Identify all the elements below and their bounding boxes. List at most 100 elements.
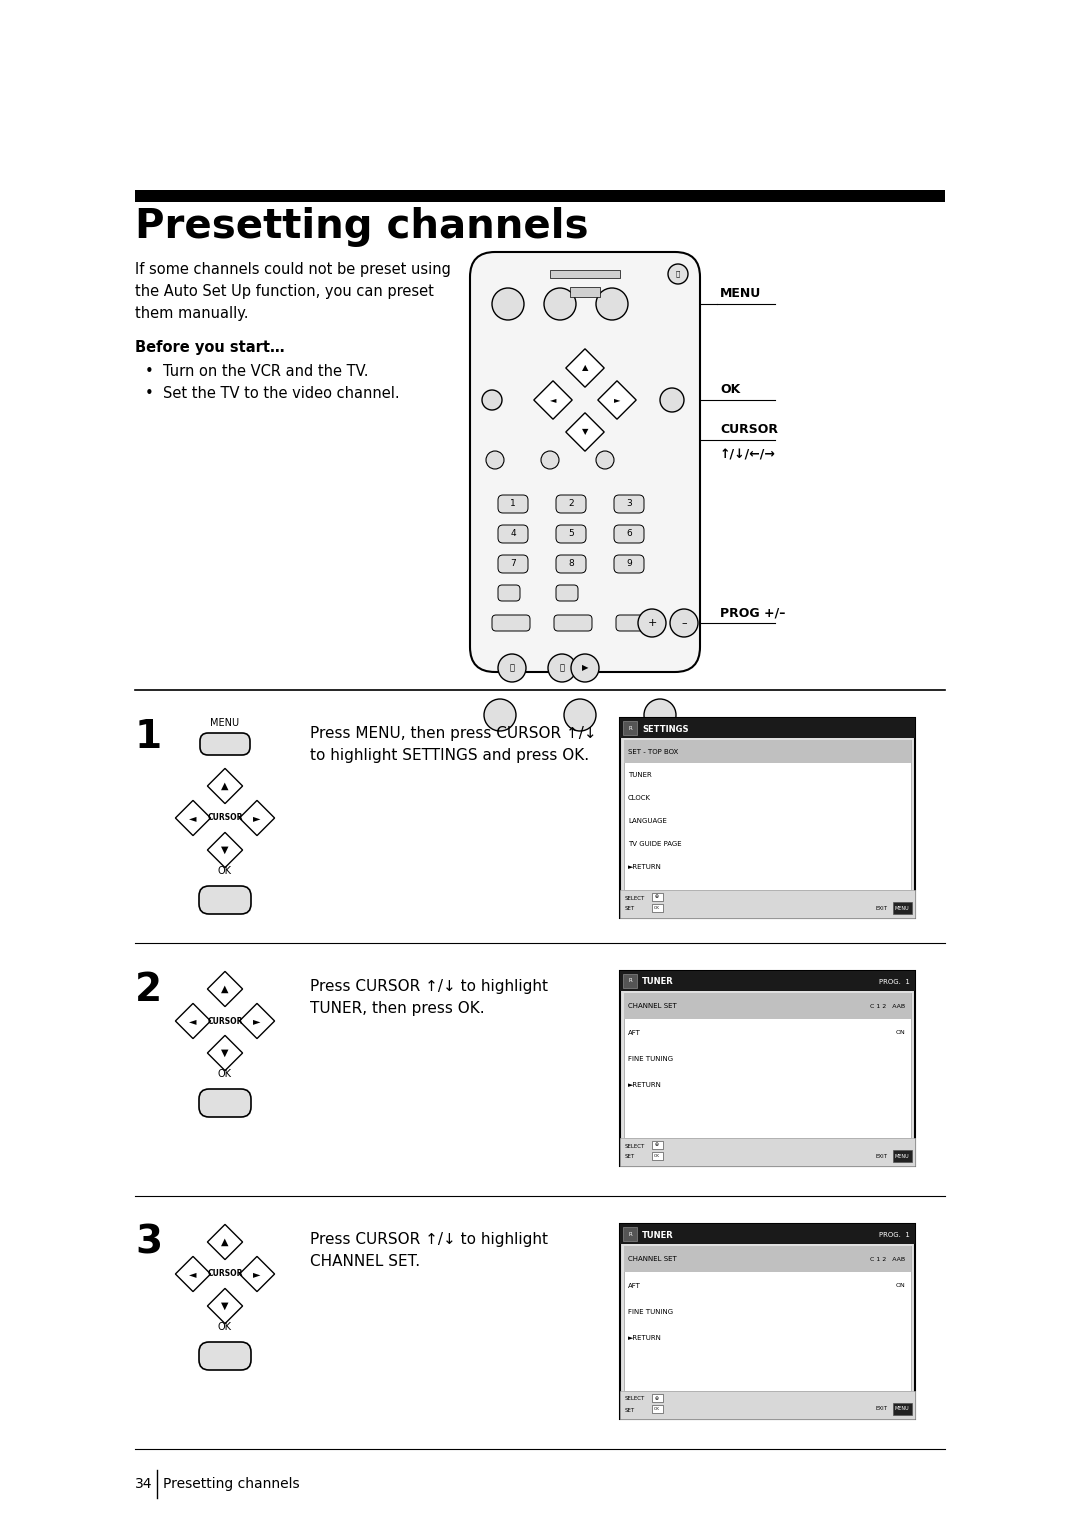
Circle shape [564, 698, 596, 730]
Text: MENU: MENU [894, 906, 909, 911]
Circle shape [596, 451, 615, 469]
Text: ON: ON [895, 1030, 905, 1034]
Polygon shape [207, 1288, 243, 1323]
Text: AFT: AFT [627, 1282, 640, 1288]
Text: ▲: ▲ [221, 781, 229, 792]
Bar [620, 889, 915, 918]
Text: OK: OK [218, 866, 232, 876]
Text: SELECT: SELECT [625, 895, 645, 900]
Text: AFT: AFT [627, 1030, 640, 1036]
Text: SET: SET [625, 1407, 635, 1412]
FancyBboxPatch shape [200, 733, 249, 755]
Circle shape [541, 451, 559, 469]
FancyBboxPatch shape [470, 252, 700, 672]
Text: ⊕: ⊕ [654, 1143, 659, 1148]
Bar [893, 902, 912, 914]
Bar [652, 1141, 663, 1149]
FancyBboxPatch shape [615, 495, 644, 513]
Text: CURSOR: CURSOR [207, 1016, 243, 1025]
FancyBboxPatch shape [498, 526, 528, 542]
Bar [624, 993, 912, 1019]
Bar [570, 287, 600, 296]
Text: ►: ► [253, 1268, 260, 1279]
Polygon shape [240, 801, 274, 836]
Bar [620, 718, 915, 738]
Text: ◄: ◄ [189, 1016, 197, 1025]
Text: Presetting channels: Presetting channels [163, 1478, 299, 1491]
Circle shape [670, 610, 698, 637]
Text: OK: OK [218, 1070, 232, 1079]
Text: TV GUIDE PAGE: TV GUIDE PAGE [627, 840, 681, 847]
Text: Press CURSOR ↑/↓ to highlight
CHANNEL SET.: Press CURSOR ↑/↓ to highlight CHANNEL SE… [310, 1232, 548, 1270]
Bar [652, 1394, 663, 1403]
Text: Before you start…: Before you start… [135, 341, 285, 354]
FancyBboxPatch shape [199, 1342, 251, 1371]
Circle shape [492, 287, 524, 319]
Bar [623, 973, 637, 989]
Text: 3: 3 [626, 500, 632, 509]
Text: LANGUAGE: LANGUAGE [627, 817, 666, 824]
Text: SETTINGS: SETTINGS [642, 724, 689, 733]
Text: SET: SET [625, 906, 635, 912]
Polygon shape [534, 380, 572, 419]
Text: Presetting channels: Presetting channels [135, 206, 589, 248]
Polygon shape [566, 413, 604, 451]
Text: CHANNEL SET: CHANNEL SET [627, 1256, 677, 1262]
FancyBboxPatch shape [498, 555, 528, 573]
FancyBboxPatch shape [492, 614, 530, 631]
FancyBboxPatch shape [615, 526, 644, 542]
Polygon shape [175, 801, 211, 836]
Bar [550, 270, 620, 278]
Bar [620, 1138, 915, 1166]
Text: ►RETURN: ►RETURN [627, 1082, 662, 1088]
Circle shape [484, 698, 516, 730]
FancyBboxPatch shape [554, 614, 592, 631]
Text: CURSOR: CURSOR [207, 1270, 243, 1279]
Text: TUNER: TUNER [642, 978, 674, 987]
Bar [652, 1152, 663, 1160]
Text: ◄: ◄ [550, 396, 556, 405]
FancyBboxPatch shape [556, 585, 578, 601]
Circle shape [571, 654, 599, 681]
Text: 4: 4 [510, 530, 516, 538]
Text: 6: 6 [626, 530, 632, 538]
Circle shape [644, 698, 676, 730]
Circle shape [548, 654, 576, 681]
Text: OK: OK [654, 1154, 660, 1158]
Text: +: + [647, 617, 657, 628]
Polygon shape [240, 1004, 274, 1039]
Bar [620, 718, 915, 918]
Text: ⊕: ⊕ [654, 1395, 659, 1401]
Text: 7: 7 [510, 559, 516, 568]
Text: ▼: ▼ [221, 1300, 229, 1311]
Text: ↑/↓/←/→: ↑/↓/←/→ [720, 448, 775, 461]
Text: ON: ON [895, 1284, 905, 1288]
Text: MENU: MENU [211, 718, 240, 727]
Text: 2: 2 [135, 970, 162, 1008]
Text: EXIT: EXIT [875, 906, 887, 911]
Text: ▲: ▲ [221, 1238, 229, 1247]
Text: –: – [681, 617, 687, 628]
Polygon shape [598, 380, 636, 419]
Bar [620, 970, 915, 1166]
Text: MENU: MENU [894, 1406, 909, 1412]
Polygon shape [175, 1256, 211, 1291]
Bar [620, 970, 915, 992]
Text: C 1 2   AAB: C 1 2 AAB [869, 1256, 905, 1262]
Text: EXIT: EXIT [875, 1154, 887, 1158]
Text: ▶: ▶ [582, 663, 589, 672]
Text: SET: SET [625, 1155, 635, 1160]
Text: SET - TOP BOX: SET - TOP BOX [627, 749, 678, 755]
Text: ▼: ▼ [221, 845, 229, 856]
Text: C 1 2   AAB: C 1 2 AAB [869, 1004, 905, 1008]
Text: PROG +/–: PROG +/– [720, 607, 785, 619]
FancyBboxPatch shape [556, 526, 586, 542]
Text: MENU: MENU [894, 1154, 909, 1158]
Bar [623, 1227, 637, 1241]
Polygon shape [207, 1036, 243, 1071]
Bar [620, 1224, 915, 1244]
Text: OK: OK [720, 384, 740, 396]
Bar [893, 1403, 912, 1415]
Text: 1: 1 [510, 500, 516, 509]
Text: ►: ► [253, 1016, 260, 1025]
